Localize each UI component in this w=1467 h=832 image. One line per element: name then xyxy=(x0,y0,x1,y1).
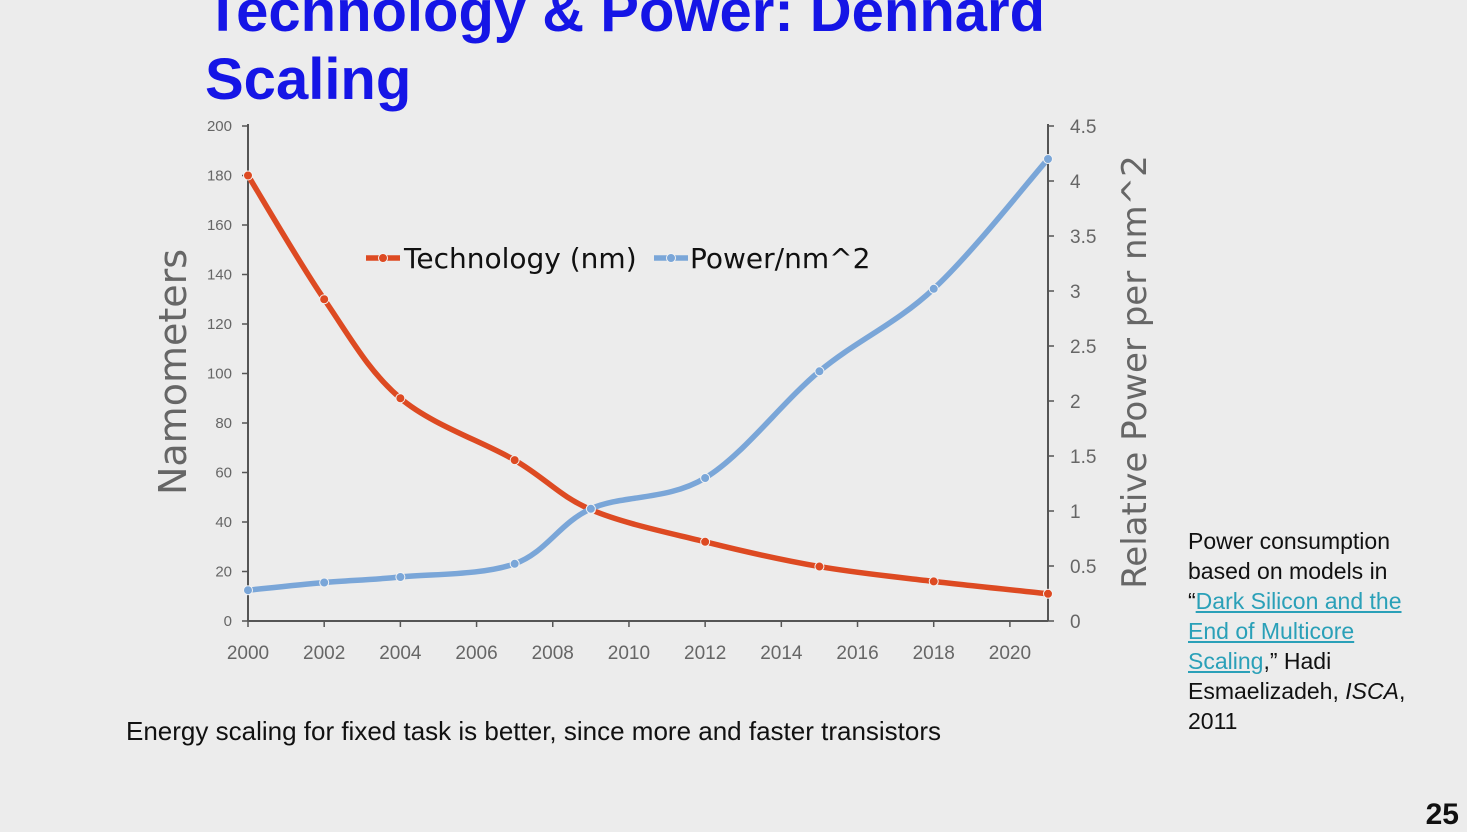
data-point-power xyxy=(243,585,253,596)
left-tick-label: 40 xyxy=(215,514,232,531)
data-point-power xyxy=(509,558,520,569)
data-point-power xyxy=(319,577,330,588)
right-tick-label: 1 xyxy=(1070,502,1081,523)
citation-prefix: Power consumption based on models in “ xyxy=(1188,528,1390,614)
legend-label-power: Power/nm^2 xyxy=(690,242,870,275)
data-point-power xyxy=(700,473,711,483)
left-tick-label: 100 xyxy=(207,366,232,383)
caption: Energy scaling for fixed task is better,… xyxy=(126,716,942,746)
left-tick-label: 80 xyxy=(215,415,232,432)
right-tick-label: 0 xyxy=(1070,612,1081,633)
data-point-technology xyxy=(928,576,939,587)
x-tick-label: 2004 xyxy=(379,643,422,664)
left-tick-label: 140 xyxy=(207,267,232,284)
y2-axis-label: Relative Power per nm^2 xyxy=(1115,155,1155,589)
data-point-technology xyxy=(1043,588,1053,599)
x-tick-label: 2010 xyxy=(608,643,650,664)
page-number: 25 xyxy=(1425,798,1459,831)
data-point-technology xyxy=(395,393,406,404)
right-tick-label: 3.5 xyxy=(1070,227,1096,248)
right-tick-label: 0.5 xyxy=(1070,557,1096,578)
left-tick-label: 160 xyxy=(207,217,232,234)
right-tick-label: 3 xyxy=(1070,282,1081,303)
right-tick-label: 4.5 xyxy=(1070,117,1096,138)
y-axis-label: Namometers xyxy=(151,249,195,495)
right-tick-label: 4 xyxy=(1070,172,1081,193)
x-tick-label: 2008 xyxy=(532,643,574,664)
data-point-power xyxy=(814,366,825,377)
x-tick-label: 2012 xyxy=(684,643,726,664)
data-point-power xyxy=(395,572,406,582)
legend-label-technology: Technology (nm) xyxy=(403,242,637,275)
left-tick-label: 200 xyxy=(207,118,232,135)
left-tick-label: 180 xyxy=(207,168,232,185)
data-point-technology xyxy=(319,294,330,305)
right-tick-label: 2 xyxy=(1070,392,1081,413)
data-point-technology xyxy=(814,561,825,572)
right-tick-label: 1.5 xyxy=(1070,447,1096,468)
citation-mid: ,” Hadi Esmaelizadeh, xyxy=(1188,648,1346,704)
left-tick-label: 20 xyxy=(215,564,232,581)
x-tick-label: 2002 xyxy=(303,643,345,664)
legend-marker-power xyxy=(666,253,676,263)
x-tick-label: 2020 xyxy=(989,643,1031,664)
citation-suffix: , 2011 xyxy=(1188,678,1406,734)
citation-link[interactable]: Dark Silicon and the End of Multicore Sc… xyxy=(1188,588,1402,674)
data-point-technology xyxy=(509,455,520,466)
data-point-power xyxy=(928,283,939,294)
data-point-power xyxy=(1043,154,1053,164)
series-line-technology xyxy=(245,172,1051,597)
data-point-power xyxy=(585,503,596,514)
x-tick-label: 2000 xyxy=(227,643,269,664)
legend-marker-technology xyxy=(378,253,388,263)
x-tick-label: 2006 xyxy=(455,643,497,664)
citation: Power consumption based on models in “Da… xyxy=(1188,526,1448,736)
data-point-technology xyxy=(243,170,253,181)
citation-venue: ISCA xyxy=(1345,678,1399,704)
data-point-technology xyxy=(700,536,711,547)
x-tick-label: 2014 xyxy=(760,643,803,664)
slide-title: Technology & Power: Dennard Scaling xyxy=(205,0,1046,112)
left-tick-label: 0 xyxy=(224,613,232,630)
right-tick-label: 2.5 xyxy=(1070,337,1096,358)
left-tick-label: 120 xyxy=(207,316,232,333)
x-tick-label: 2016 xyxy=(836,643,878,664)
x-tick-label: 2018 xyxy=(913,643,955,664)
left-tick-label: 60 xyxy=(215,465,232,482)
series-line-power xyxy=(245,156,1051,593)
